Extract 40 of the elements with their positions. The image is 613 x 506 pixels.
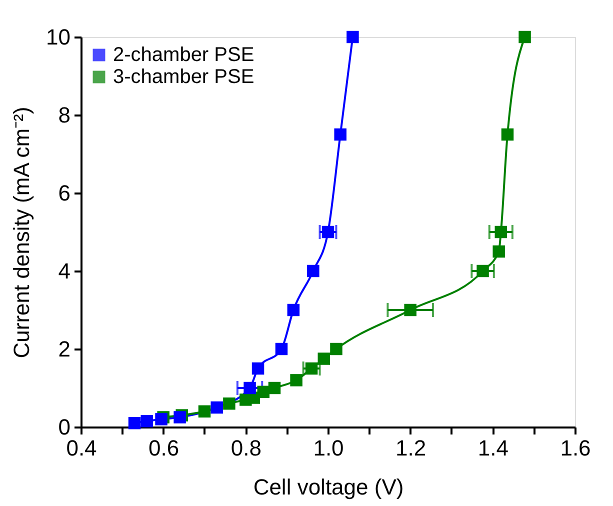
point [252, 362, 264, 375]
point [198, 405, 211, 418]
point [287, 304, 300, 316]
point [501, 128, 514, 141]
x-axis-title: Cell voltage (V) [253, 474, 404, 500]
point [305, 362, 318, 375]
legend-label: 2-chamber PSE [113, 44, 254, 66]
x-tick-label: 1.2 [396, 436, 426, 460]
x-tick-label: 1.0 [313, 436, 344, 460]
point [210, 401, 223, 414]
y-axis-title: Current density (mA cm⁻²) [9, 106, 34, 358]
x-tick-label: 1.4 [478, 436, 508, 460]
point [476, 264, 489, 278]
point [307, 264, 320, 278]
point [275, 342, 288, 356]
point [518, 30, 531, 44]
y-tick-label: 6 [58, 180, 70, 206]
legend-label: 3-chamber PSE [113, 66, 254, 88]
point [244, 382, 256, 394]
point [492, 245, 505, 258]
y-tick-label: 8 [58, 102, 70, 128]
x-tick-label: 0.8 [230, 436, 262, 460]
y-tick-label: 10 [46, 24, 70, 50]
point [494, 226, 508, 238]
x-tick-label: 0.6 [148, 436, 180, 460]
x-tick-label: 1.6 [560, 436, 591, 460]
point [330, 342, 342, 356]
y-tick-label: 2 [58, 336, 70, 362]
point [140, 415, 153, 428]
point [223, 397, 236, 410]
point [268, 382, 281, 394]
point [257, 386, 270, 398]
point [404, 304, 416, 316]
point [322, 226, 334, 238]
point [334, 128, 346, 141]
point [346, 30, 359, 44]
y-tick-label: 4 [58, 258, 70, 284]
point [128, 416, 141, 430]
point [290, 374, 302, 386]
point [318, 352, 330, 365]
